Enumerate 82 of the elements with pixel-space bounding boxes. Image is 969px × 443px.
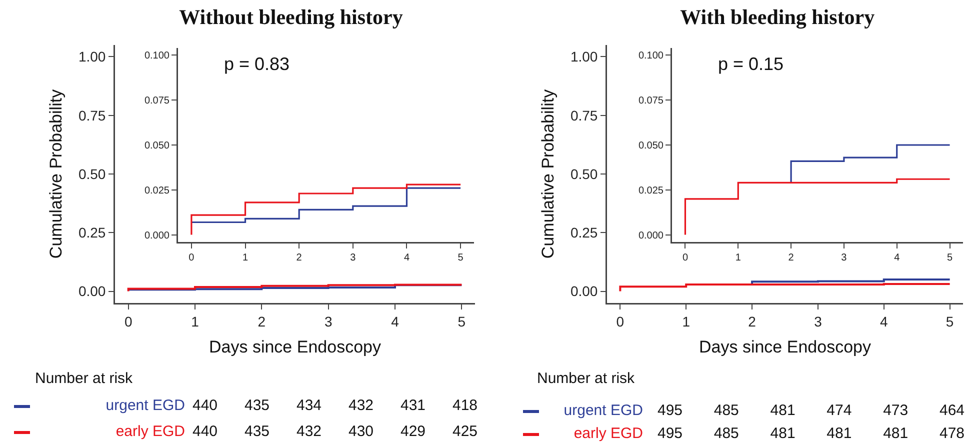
x-tick-label: 1 — [735, 252, 742, 264]
text: 435 — [243, 423, 271, 441]
x-axis-title: Days since Endoscopy — [699, 337, 872, 356]
y-tick-label: 0.75 — [78, 107, 106, 124]
y-tick-label: 0.100 — [144, 50, 170, 62]
x-tick-label: 3 — [841, 252, 848, 264]
y-tick-label: 0.050 — [144, 140, 170, 152]
chart-title: With bleeding history — [680, 5, 876, 29]
text: 429 — [399, 423, 427, 441]
text: 435 — [243, 397, 271, 415]
text: 495 — [656, 425, 684, 443]
annotation: p = 0.15 — [718, 54, 784, 74]
y-tick-label: 0.25 — [570, 224, 598, 241]
x-tick-label: 2 — [296, 252, 302, 264]
text: 434 — [295, 397, 323, 415]
y-tick-label: 1.00 — [78, 48, 106, 65]
x-tick-label: 2 — [748, 313, 756, 330]
y-tick-label: 0.000 — [638, 230, 664, 242]
y-tick-label: 0.050 — [638, 140, 664, 152]
x-tick-label: 0 — [188, 252, 195, 264]
chart-title: Without bleeding history — [179, 5, 404, 29]
text: 464 — [938, 402, 966, 420]
text: urgent EGD — [564, 402, 643, 420]
y-tick-label: 0.075 — [638, 96, 664, 107]
y-tick-label: 1.00 — [570, 48, 598, 65]
x-tick-label: 2 — [258, 313, 266, 330]
text: 481 — [826, 425, 853, 443]
y-tick-label: 0.00 — [78, 283, 106, 300]
x-tick-label: 2 — [788, 252, 794, 264]
x-tick-label: 4 — [880, 313, 888, 330]
x-tick-label: 0 — [616, 313, 624, 330]
x-tick-label: 3 — [814, 313, 822, 330]
y-axis-title: Cumulative Probability — [538, 88, 558, 259]
text: 474 — [826, 402, 853, 420]
x-tick-label: 5 — [946, 313, 954, 330]
x-axis-title: Days since Endoscopy — [209, 337, 382, 356]
text: Number at risk — [537, 370, 635, 388]
y-tick-label: 0.50 — [78, 166, 106, 182]
text: 473 — [882, 402, 910, 420]
text: 432 — [347, 397, 375, 415]
x-tick-label: 1 — [191, 313, 200, 330]
text: 481 — [769, 402, 796, 420]
x-tick-label: 1 — [242, 252, 248, 264]
text: 425 — [451, 423, 479, 441]
y-tick-label: 0.025 — [144, 185, 170, 196]
y-tick-label: 0.000 — [144, 230, 170, 242]
x-tick-label: 1 — [682, 313, 690, 330]
y-tick-label: 0.100 — [638, 50, 664, 62]
text: 431 — [399, 397, 427, 415]
text: 430 — [347, 423, 375, 441]
text: 495 — [656, 402, 684, 420]
y-tick-label: 0.75 — [570, 107, 598, 124]
x-tick-label: 0 — [682, 252, 688, 264]
annotation: p = 0.83 — [224, 54, 290, 74]
x-tick-label: 3 — [350, 252, 356, 264]
y-tick-label: 0.00 — [570, 283, 598, 300]
x-tick-label: 5 — [458, 252, 464, 264]
x-tick-label: 5 — [946, 252, 953, 264]
y-tick-label: 0.075 — [144, 96, 170, 107]
text: 481 — [769, 425, 796, 443]
text: 432 — [295, 423, 323, 441]
text: 440 — [192, 397, 218, 414]
x-tick-label: 3 — [324, 313, 332, 330]
text: 485 — [712, 425, 740, 443]
text: 440 — [192, 423, 218, 440]
x-tick-label: 5 — [458, 313, 466, 330]
x-tick-label: 4 — [894, 252, 900, 264]
text: 418 — [451, 397, 479, 415]
y-tick-label: 0.025 — [638, 185, 664, 196]
text: Number at risk — [35, 370, 133, 388]
y-tick-label: 0.25 — [78, 224, 106, 241]
text: urgent EGD — [106, 397, 185, 415]
text: 478 — [938, 425, 966, 443]
text: early EGD — [116, 423, 185, 441]
y-tick-label: 0.50 — [570, 166, 598, 182]
y-axis-title: Cumulative Probability — [46, 88, 66, 259]
text: 485 — [712, 402, 740, 420]
text: early EGD — [574, 425, 643, 443]
x-tick-label: 4 — [404, 252, 410, 264]
x-tick-label: 4 — [391, 313, 400, 330]
text: 481 — [882, 425, 910, 443]
x-tick-label: 0 — [124, 313, 132, 330]
